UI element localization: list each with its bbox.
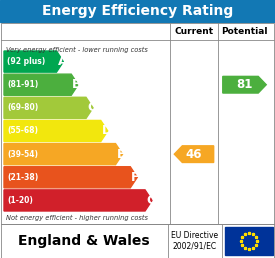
Polygon shape [4,143,123,165]
Polygon shape [223,76,266,93]
Text: E: E [117,148,125,161]
Bar [0,0,275,22]
Text: (55-68): (55-68) [7,126,38,135]
Text: (81-91): (81-91) [7,80,38,89]
Text: D: D [102,125,112,138]
Text: F: F [131,171,140,184]
Bar [1,224,274,258]
Text: (1-20): (1-20) [7,196,33,205]
Text: Current: Current [174,27,214,36]
Polygon shape [4,97,93,118]
Text: Potential: Potential [221,27,268,36]
Text: 81: 81 [236,78,253,91]
Text: Energy Efficiency Rating: Energy Efficiency Rating [42,4,233,18]
Bar [225,227,273,255]
Polygon shape [4,167,137,188]
Polygon shape [174,146,214,163]
Text: G: G [146,194,156,207]
Bar [0,224,275,258]
Polygon shape [4,74,78,95]
Polygon shape [4,51,64,72]
Text: 46: 46 [186,148,202,161]
Text: (69-80): (69-80) [7,103,38,112]
Text: England & Wales: England & Wales [18,234,150,248]
Text: Very energy efficient - lower running costs: Very energy efficient - lower running co… [6,47,148,53]
Text: C: C [87,101,96,114]
Text: (92 plus): (92 plus) [7,57,45,66]
Text: A: A [57,55,67,68]
Text: (39-54): (39-54) [7,150,38,159]
Text: B: B [72,78,82,91]
Polygon shape [4,120,108,142]
Text: Not energy efficient - higher running costs: Not energy efficient - higher running co… [6,215,148,221]
Bar [0,22,275,224]
Text: (21-38): (21-38) [7,173,38,182]
Bar [1,23,274,224]
Text: EU Directive
2002/91/EC: EU Directive 2002/91/EC [171,231,219,251]
Polygon shape [4,190,152,211]
